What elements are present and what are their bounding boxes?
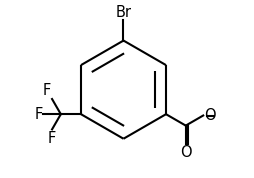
Text: F: F	[34, 107, 42, 122]
Text: F: F	[48, 131, 56, 146]
Text: Br: Br	[116, 4, 132, 20]
Text: O: O	[180, 145, 192, 160]
Text: O: O	[204, 108, 216, 123]
Text: F: F	[43, 83, 51, 98]
